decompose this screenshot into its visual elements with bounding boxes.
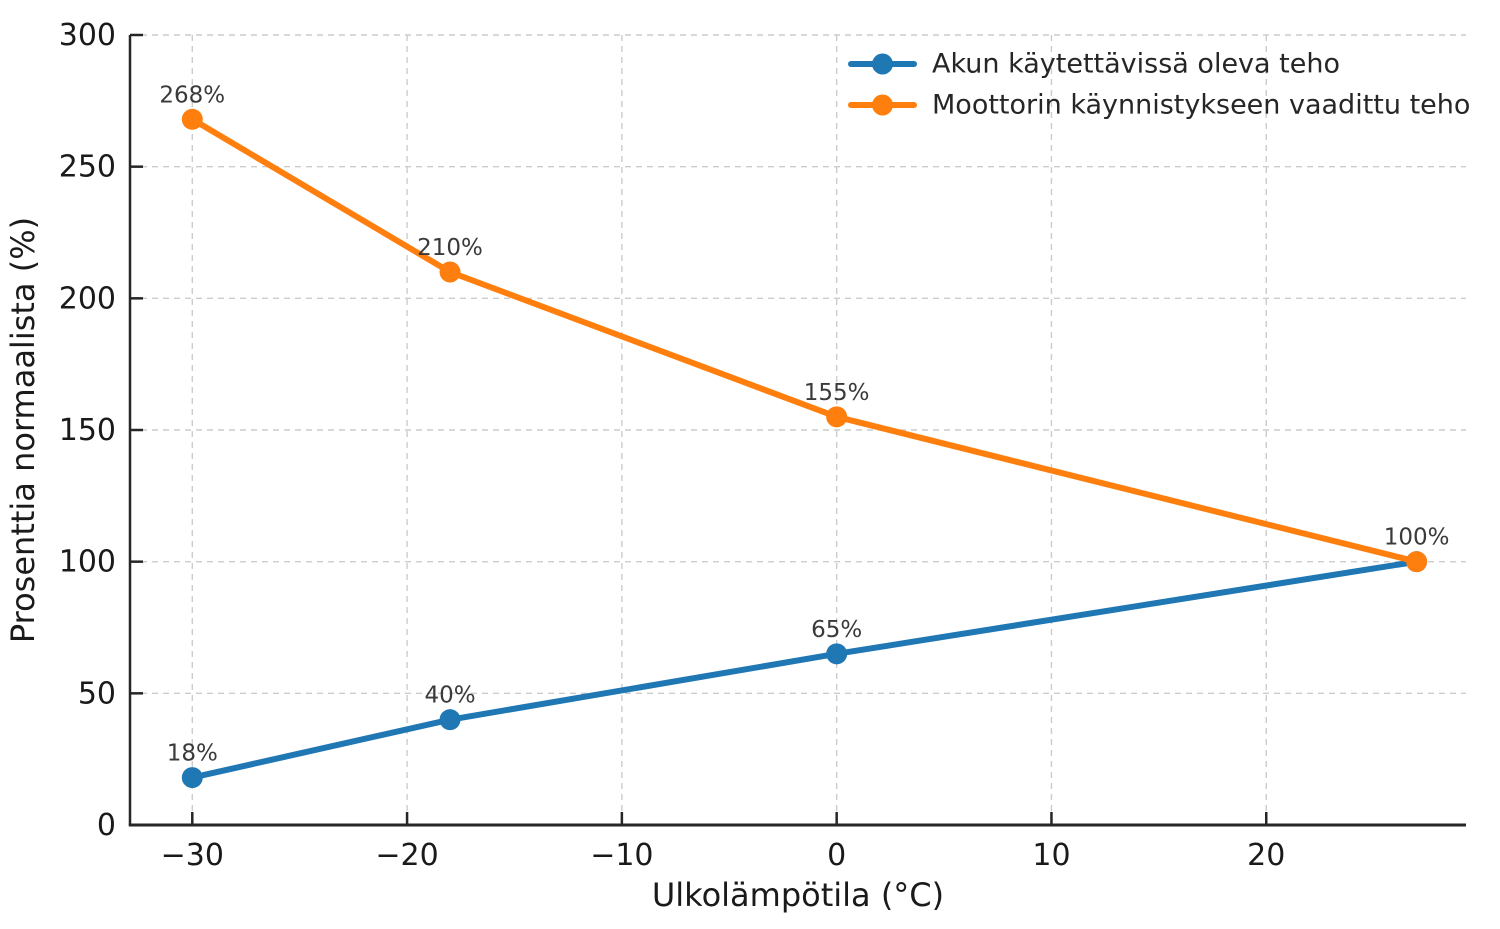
series-line-0 [189,558,1420,781]
legend-label: Moottorin käynnistykseen vaadittu teho [932,90,1470,121]
x-tick-label: −30 [161,838,224,873]
legend-marker-icon [872,94,893,116]
point-value-label: 155% [804,380,870,406]
x-tick-label: −10 [590,838,653,873]
data-point-marker [181,767,203,789]
point-value-label: 40% [424,683,475,709]
point-value-label: 210% [417,235,483,261]
x-tick-label: −20 [375,838,438,873]
y-tick-label: 0 [97,808,116,843]
data-point-marker [439,709,461,731]
data-point-marker [1406,551,1428,573]
point-value-label: 268% [159,82,225,108]
y-tick-label: 250 [59,150,116,185]
point-value-label: 100% [1384,525,1450,551]
data-point-marker [826,643,848,665]
x-axis-label: Ulkolämpötila (°C) [652,876,944,914]
legend-item-1: Moottorin käynnistykseen vaadittu teho [848,90,1470,121]
y-tick-label: 200 [59,281,116,316]
data-point-marker [439,261,461,283]
x-tick-label: 20 [1247,838,1285,873]
series-line-1 [189,116,1420,565]
x-tick-label: 10 [1032,838,1070,873]
point-value-label: 65% [811,617,862,643]
y-tick-label: 100 [59,545,116,580]
y-tick-label: 150 [59,413,116,448]
point-value-label: 18% [167,741,218,767]
data-point-marker [181,108,203,130]
x-tick-label: 0 [827,838,846,873]
y-tick-label: 300 [59,18,116,53]
y-axis-label: Prosenttia normaalista (%) [4,217,42,643]
legend-item-0: Akun käytettävissä oleva teho [848,49,1340,80]
legend-label: Akun käytettävissä oleva teho [932,49,1340,80]
y-tick-label: 50 [78,676,116,711]
legend-marker-icon [872,53,893,75]
legend: Akun käytettävissä oleva teho Moottorin k… [848,49,1470,121]
data-point-marker [826,406,848,428]
